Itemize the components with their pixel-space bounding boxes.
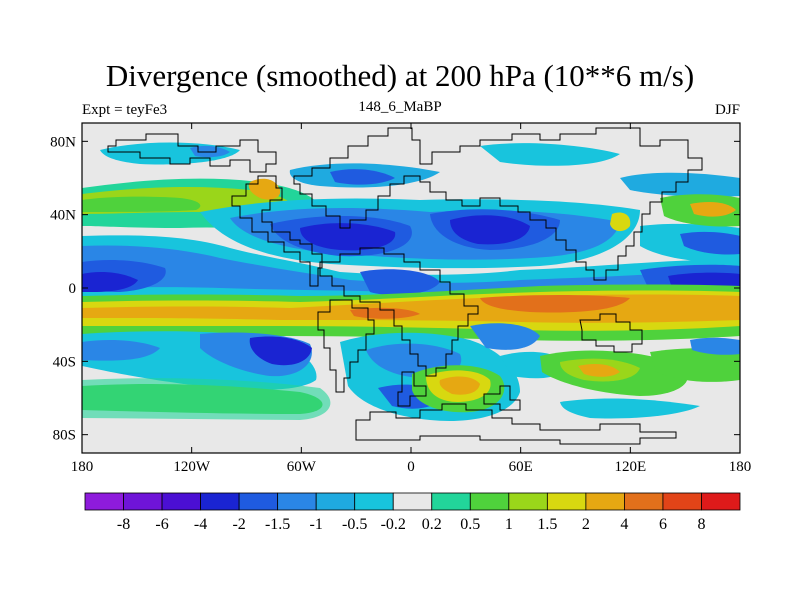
colorbar-swatch bbox=[662, 492, 702, 511]
colorbar-label: 1 bbox=[505, 516, 513, 533]
contour-north-green-left bbox=[82, 196, 201, 212]
colorbar-swatch bbox=[315, 492, 356, 511]
contour-sh-blue-far-west bbox=[82, 340, 160, 361]
colorbar-swatch bbox=[354, 492, 394, 511]
contour-spac-blue bbox=[690, 337, 740, 355]
colorbar-label: 4 bbox=[620, 516, 628, 533]
y-tick-label: 80N bbox=[50, 134, 76, 150]
y-tick-label: 80S bbox=[53, 428, 76, 444]
colorbar-swatch bbox=[624, 492, 664, 511]
x-tick-label: 60E bbox=[509, 459, 533, 475]
experiment-label: Expt = teyFe3 bbox=[82, 102, 168, 118]
contour-arctic-blue-2 bbox=[330, 169, 395, 185]
x-tick-label: 180 bbox=[71, 459, 94, 475]
coastline-antarctic-inner bbox=[483, 385, 521, 411]
x-tick-label: 120W bbox=[173, 459, 211, 475]
colorbar-label: 1.5 bbox=[537, 516, 557, 533]
colorbar-label: 0.5 bbox=[460, 516, 480, 533]
y-tick-label: 40N bbox=[50, 208, 76, 224]
contour-ring-orange bbox=[439, 376, 480, 395]
contour-arctic-cyan-3 bbox=[480, 143, 620, 166]
x-axis: 180 120W 60W 0 60E 120E 180 bbox=[71, 123, 752, 475]
coastline-north-america bbox=[231, 175, 323, 287]
colorbar-swatch bbox=[123, 492, 163, 511]
colorbar-label: -1 bbox=[310, 516, 323, 533]
colorbar-label: 0.2 bbox=[422, 516, 442, 533]
colorbar-label: -8 bbox=[117, 516, 130, 533]
contour-south-redorange bbox=[480, 295, 630, 313]
contour-fills bbox=[82, 142, 740, 421]
colorbar-swatch bbox=[585, 492, 625, 511]
colorbar-label: 6 bbox=[659, 516, 667, 533]
contour-asia-div-orange bbox=[690, 202, 736, 217]
contour-sh-darkblue-west bbox=[249, 336, 312, 366]
colorbar-swatch bbox=[84, 492, 124, 511]
coastline-antarctica bbox=[355, 403, 677, 445]
season-label: DJF bbox=[714, 102, 740, 118]
colorbar-swatch bbox=[701, 492, 741, 511]
x-tick-label: 180 bbox=[729, 459, 752, 475]
colorbar-swatch bbox=[431, 492, 471, 511]
colorbar-swatch bbox=[200, 492, 240, 511]
colorbar-label: 2 bbox=[582, 516, 590, 533]
coastline-greenland-canada bbox=[107, 133, 277, 173]
x-tick-label: 0 bbox=[407, 459, 415, 475]
coastline-africa bbox=[319, 247, 479, 377]
contour-spac-cyan bbox=[560, 398, 700, 419]
contour-equator-blue bbox=[82, 245, 740, 298]
coastlines bbox=[107, 127, 703, 445]
contour-sh-green-west-2 bbox=[82, 378, 331, 420]
y-tick-label: 0 bbox=[69, 281, 77, 297]
contour-arctic-cyan-4 bbox=[620, 172, 740, 197]
colorbar-label: -2 bbox=[232, 516, 245, 533]
run-label: 148_6_MaBP bbox=[358, 99, 442, 115]
colorbar-label: -0.5 bbox=[342, 516, 367, 533]
contour-spac-green bbox=[650, 348, 740, 382]
colorbar-swatch bbox=[392, 492, 433, 511]
contour-pacific-north-blue bbox=[680, 231, 740, 255]
contour-sio-orange bbox=[578, 364, 620, 377]
coastline-south-america bbox=[317, 299, 375, 393]
colorbar-swatch bbox=[546, 492, 587, 511]
x-tick-label: 60W bbox=[287, 459, 317, 475]
colorbar-label: -4 bbox=[194, 516, 207, 533]
y-axis: 80N 40N 0 40S 80S bbox=[50, 134, 740, 444]
contour-eurasia-darkest bbox=[300, 223, 396, 251]
coastline-eurasia bbox=[293, 127, 703, 281]
colorbar-labels: -8 -6 -4 -2 -1.5 -1 -0.5 -0.2 0.2 0.5 1 1.5 2 4 6 8 bbox=[117, 516, 706, 533]
colorbar bbox=[84, 492, 741, 511]
colorbar-swatch bbox=[508, 492, 548, 511]
coastline-australia bbox=[579, 313, 643, 353]
contour-asia-darkest bbox=[450, 215, 530, 245]
contour-tibet-yellow bbox=[610, 212, 631, 232]
colorbar-swatch bbox=[469, 492, 510, 511]
colorbar-swatch bbox=[238, 492, 279, 511]
contour-equator-darkest-west bbox=[82, 272, 138, 292]
y-tick-label: 40S bbox=[53, 354, 76, 370]
coastline-antarctic-peninsula bbox=[397, 371, 427, 407]
contour-africa-dark bbox=[360, 269, 440, 296]
map-title: Divergence (smoothed) at 200 hPa (10**6 … bbox=[105, 58, 695, 93]
colorbar-label: 8 bbox=[697, 516, 705, 533]
colorbar-swatch bbox=[161, 492, 201, 511]
x-tick-label: 120E bbox=[614, 459, 646, 475]
colorbar-label: -0.2 bbox=[381, 516, 406, 533]
colorbar-label: -6 bbox=[155, 516, 168, 533]
colorbar-swatch bbox=[277, 492, 317, 511]
colorbar-label: -1.5 bbox=[265, 516, 290, 533]
contour-sio-blue bbox=[470, 323, 540, 350]
